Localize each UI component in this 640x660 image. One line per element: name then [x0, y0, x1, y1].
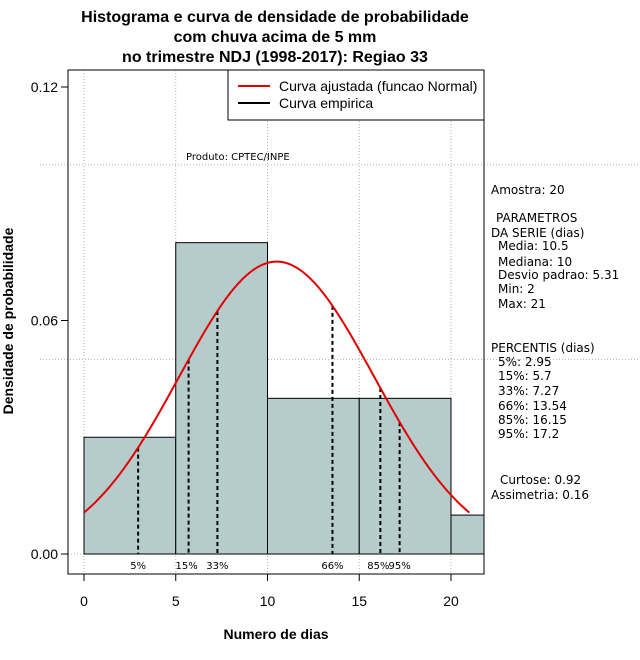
percentile-label-4: 85%	[367, 561, 389, 572]
x-tick-label-4: 20	[443, 593, 459, 609]
x-axis-label: Numero de dias	[223, 626, 328, 642]
sample-size: Amostra: 20	[491, 183, 565, 197]
percentil-85: 85%: 16.15	[498, 413, 567, 427]
y-tick-label-0: 0.00	[31, 546, 58, 562]
x-tick-label-2: 10	[260, 593, 276, 609]
histogram-bar-1	[175, 242, 268, 555]
percentil-5: 5%: 2.95	[498, 355, 552, 369]
histogram-bar-3	[358, 397, 452, 555]
side-panel: Amostra: 20 PARAMETROS DA SERIE (dias) M…	[491, 183, 619, 502]
x-tick-label-1: 5	[172, 593, 180, 609]
normal-fit-curve	[83, 260, 470, 514]
histogram-bar-2	[267, 397, 360, 555]
product-annotation: Produto: CPTEC/INPE	[186, 152, 290, 163]
y-axis-label: Densidade de probabilidade	[0, 227, 16, 414]
x-tick-label-3: 15	[351, 593, 367, 609]
percentile-lines: 5% 15% 33% 66% 85% 95%	[130, 305, 411, 572]
y-tick-label-2: 0.12	[31, 79, 58, 95]
chart-title-line-2: com chuva acima de 5 mm	[174, 29, 377, 46]
histogram-bars	[83, 242, 485, 555]
chart-title-line-3: no trimestre NDJ (1998-2017): Regiao 33	[122, 49, 428, 66]
param-mediana: Mediana: 10	[498, 255, 572, 269]
legend-label-empirical: Curva empirica	[279, 95, 373, 111]
percentile-label-2: 33%	[206, 561, 228, 572]
percentile-label-0: 5%	[130, 561, 146, 572]
legend: Curva ajustada (funcao Normal) Curva emp…	[227, 69, 485, 121]
assimetria: Assimetria: 0.16	[491, 488, 589, 502]
param-desvio: Desvio padrao: 5.31	[498, 268, 619, 282]
percentile-label-1: 15%	[175, 561, 197, 572]
params-title-1: PARAMETROS	[496, 211, 577, 225]
params-title-2: DA SERIE (dias)	[491, 226, 584, 240]
param-max: Max: 21	[498, 297, 546, 311]
percentis-title: PERCENTIS (dias)	[491, 341, 595, 355]
chart-title-line-1: Histograma e curva de densidade de proba…	[81, 9, 469, 26]
y-tick-label-1: 0.06	[31, 313, 58, 329]
histogram-bar-0	[83, 436, 177, 555]
percentil-33: 33%: 7.27	[498, 384, 559, 398]
percentil-15: 15%: 5.7	[498, 369, 552, 383]
percentile-label-3: 66%	[321, 561, 343, 572]
x-tick-label-0: 0	[80, 593, 88, 609]
legend-label-normal: Curva ajustada (funcao Normal)	[279, 78, 477, 94]
axes: 0 5 10 15 20 0.00 0.06 0.12	[31, 79, 459, 609]
param-min: Min: 2	[498, 282, 535, 296]
legend-box	[227, 69, 485, 121]
param-media: Media: 10.5	[498, 239, 569, 253]
histogram-bar-4	[450, 514, 485, 555]
curtose: Curtose: 0.92	[500, 473, 581, 487]
percentile-label-5: 95%	[389, 561, 411, 572]
percentil-95: 95%: 17.2	[498, 427, 559, 441]
percentil-66: 66%: 13.54	[498, 399, 567, 413]
